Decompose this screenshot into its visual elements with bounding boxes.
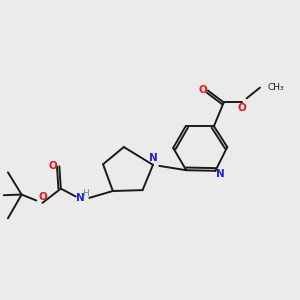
- Text: N: N: [149, 153, 158, 163]
- Text: N: N: [76, 193, 85, 202]
- Text: O: O: [39, 192, 47, 202]
- Text: O: O: [48, 161, 57, 171]
- Text: H: H: [82, 189, 88, 198]
- Text: O: O: [198, 85, 207, 95]
- Text: N: N: [216, 169, 225, 179]
- Text: CH₃: CH₃: [268, 83, 284, 92]
- Text: O: O: [237, 103, 246, 113]
